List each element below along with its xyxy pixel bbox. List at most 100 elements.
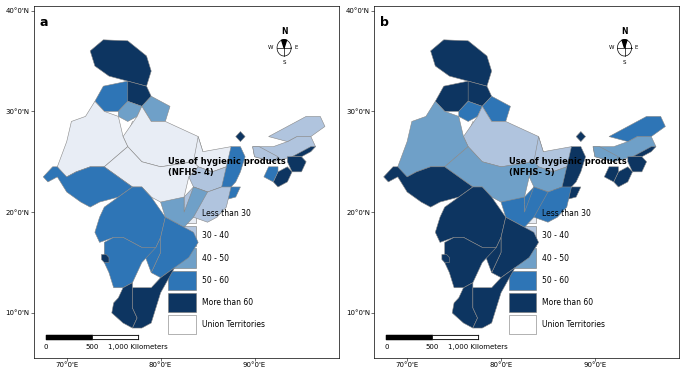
- Polygon shape: [471, 122, 477, 132]
- Polygon shape: [492, 217, 538, 278]
- Polygon shape: [604, 167, 619, 182]
- Polygon shape: [614, 167, 632, 187]
- Polygon shape: [193, 137, 236, 172]
- Bar: [508, 204, 536, 223]
- Text: 30 - 40: 30 - 40: [542, 232, 569, 240]
- Text: 30 - 40: 30 - 40: [201, 232, 229, 240]
- Text: N: N: [621, 27, 627, 36]
- Polygon shape: [482, 237, 501, 273]
- Text: Use of hygienic products
(NFHS- 4): Use of hygienic products (NFHS- 4): [168, 157, 286, 177]
- Polygon shape: [46, 335, 92, 339]
- Text: 0: 0: [44, 344, 49, 350]
- Polygon shape: [452, 283, 477, 328]
- Polygon shape: [112, 283, 137, 328]
- Polygon shape: [236, 132, 245, 142]
- Polygon shape: [609, 116, 665, 142]
- Text: 500: 500: [425, 344, 439, 350]
- Polygon shape: [482, 96, 510, 122]
- Polygon shape: [43, 167, 132, 207]
- Text: 50 - 60: 50 - 60: [201, 276, 229, 285]
- Polygon shape: [593, 137, 656, 162]
- Polygon shape: [288, 157, 306, 172]
- Text: 0: 0: [384, 344, 388, 350]
- Bar: [168, 204, 196, 223]
- Text: 500: 500: [85, 344, 99, 350]
- Text: S: S: [282, 60, 286, 65]
- Text: E: E: [635, 45, 638, 50]
- Polygon shape: [386, 335, 432, 339]
- Polygon shape: [431, 40, 492, 86]
- Bar: [168, 315, 196, 334]
- Text: S: S: [623, 60, 626, 65]
- Polygon shape: [534, 137, 576, 172]
- Polygon shape: [459, 81, 492, 106]
- Polygon shape: [464, 106, 543, 167]
- Bar: [168, 226, 196, 246]
- Polygon shape: [253, 137, 316, 162]
- Text: W: W: [269, 45, 274, 50]
- Polygon shape: [459, 101, 482, 122]
- Text: W: W: [608, 45, 614, 50]
- Polygon shape: [95, 187, 165, 248]
- Text: More than 60: More than 60: [201, 298, 253, 307]
- Polygon shape: [119, 81, 151, 106]
- Polygon shape: [435, 187, 506, 248]
- Polygon shape: [104, 147, 198, 202]
- Text: More than 60: More than 60: [542, 298, 593, 307]
- Polygon shape: [432, 335, 478, 339]
- Text: Union Territories: Union Territories: [542, 320, 605, 329]
- Polygon shape: [632, 147, 656, 157]
- Polygon shape: [576, 132, 586, 142]
- Polygon shape: [142, 96, 170, 122]
- Polygon shape: [384, 167, 473, 207]
- Bar: [508, 315, 536, 334]
- Text: Less than 30: Less than 30: [201, 209, 251, 218]
- Bar: [508, 226, 536, 246]
- Bar: [508, 293, 536, 312]
- Text: 40 - 50: 40 - 50: [201, 254, 229, 263]
- Polygon shape: [58, 101, 127, 177]
- Polygon shape: [189, 167, 226, 192]
- Polygon shape: [212, 147, 245, 202]
- Polygon shape: [445, 237, 497, 288]
- Bar: [168, 293, 196, 312]
- Polygon shape: [593, 147, 619, 162]
- Text: 1,000 Kilometers: 1,000 Kilometers: [108, 344, 168, 350]
- Text: N: N: [281, 27, 287, 36]
- Polygon shape: [473, 267, 515, 328]
- Polygon shape: [530, 167, 566, 192]
- Bar: [168, 248, 196, 268]
- Polygon shape: [622, 40, 627, 48]
- Polygon shape: [119, 101, 142, 122]
- Polygon shape: [90, 40, 151, 86]
- Polygon shape: [184, 187, 231, 222]
- Polygon shape: [142, 237, 160, 273]
- Polygon shape: [92, 335, 138, 339]
- Text: Use of hygienic products
(NFHS- 5): Use of hygienic products (NFHS- 5): [508, 157, 626, 177]
- Bar: [168, 271, 196, 290]
- Polygon shape: [445, 147, 538, 202]
- Polygon shape: [627, 157, 647, 172]
- Polygon shape: [104, 237, 156, 288]
- Text: 1,000 Kilometers: 1,000 Kilometers: [448, 344, 508, 350]
- Polygon shape: [292, 147, 316, 157]
- Polygon shape: [435, 81, 468, 111]
- Polygon shape: [273, 167, 292, 187]
- Polygon shape: [398, 101, 468, 177]
- Text: 50 - 60: 50 - 60: [542, 276, 569, 285]
- Polygon shape: [101, 254, 109, 263]
- Polygon shape: [442, 254, 449, 263]
- Polygon shape: [132, 267, 175, 328]
- Text: b: b: [380, 16, 389, 29]
- Text: a: a: [40, 16, 49, 29]
- Polygon shape: [160, 187, 208, 227]
- Polygon shape: [269, 116, 325, 142]
- Polygon shape: [282, 40, 286, 48]
- Polygon shape: [95, 81, 127, 111]
- Polygon shape: [253, 147, 278, 162]
- Polygon shape: [123, 106, 203, 167]
- Polygon shape: [264, 167, 278, 182]
- Text: Union Territories: Union Territories: [201, 320, 264, 329]
- Polygon shape: [501, 187, 548, 227]
- Polygon shape: [553, 147, 586, 202]
